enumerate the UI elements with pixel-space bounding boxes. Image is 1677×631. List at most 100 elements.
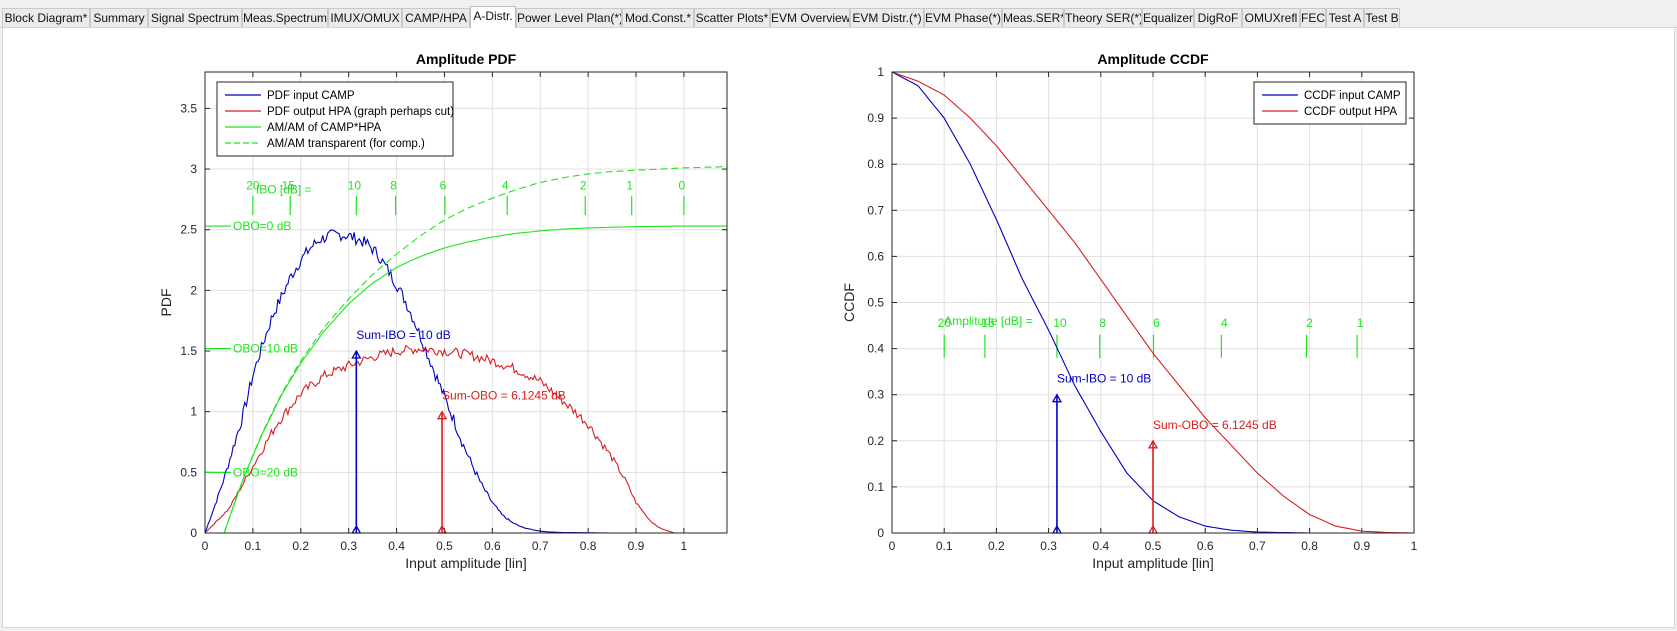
- tab-a-distr[interactable]: A-Distr.: [470, 6, 516, 28]
- y-tick-label: 3: [190, 162, 197, 176]
- obo-label: OBO=10 dB: [233, 342, 298, 356]
- obo-label: OBO=0 dB: [233, 219, 291, 233]
- ibo-scale-label: 2: [580, 179, 587, 193]
- y-tick-label: 1: [877, 65, 884, 79]
- y-tick-label: 2.5: [180, 223, 197, 237]
- chart-title: Amplitude CCDF: [1097, 51, 1209, 67]
- x-tick-label: 0.6: [1197, 539, 1214, 553]
- ibo-scale-title: Amplitude [dB] =: [944, 314, 1032, 328]
- tab-summary[interactable]: Summary: [90, 8, 148, 27]
- series-line: [223, 166, 728, 534]
- y-tick-label: 1.5: [180, 344, 197, 358]
- y-tick-label: 0.1: [867, 480, 884, 494]
- marker-head: [1147, 439, 1159, 449]
- series-line: [204, 344, 684, 534]
- x-tick-label: 0.8: [1301, 539, 1318, 553]
- ibo-scale-label: 20: [246, 179, 260, 193]
- y-tick-label: 0.5: [867, 296, 884, 310]
- plot-panel: 0 0.1 0.2 0.3 0.4 0.5 0.6 0.7 0.8 0.9 1 0 0.5 1 1.5 2 2.…: [2, 27, 1675, 628]
- ibo-scale-label: 10: [348, 179, 362, 193]
- y-tick-label: 0.5: [180, 465, 197, 479]
- ibo-scale-label: 10: [1053, 316, 1067, 330]
- ibo-scale-label: 8: [390, 179, 397, 193]
- x-axis-label: Input amplitude [lin]: [1092, 555, 1213, 571]
- tab-evm-distr[interactable]: EVM Distr.(*): [850, 8, 924, 27]
- tab-evm-overview[interactable]: EVM Overview: [770, 8, 850, 27]
- y-tick-label: 1: [190, 405, 197, 419]
- ibo-scale-title: IBO [dB] =: [256, 183, 312, 197]
- x-tick-label: 1: [1411, 539, 1418, 553]
- y-tick-label: 2: [190, 283, 197, 297]
- x-tick-label: 0.8: [580, 539, 597, 553]
- x-tick-label: 0.4: [1092, 539, 1109, 553]
- y-tick-label: 0.3: [867, 388, 884, 402]
- tab-scatter-plots[interactable]: Scatter Plots*: [694, 8, 770, 27]
- x-tick-label: 0.3: [340, 539, 357, 553]
- x-tick-label: 0.7: [1249, 539, 1266, 553]
- y-tick-label: 0: [877, 526, 884, 540]
- x-tick-label: 0.3: [1040, 539, 1057, 553]
- x-tick-label: 0.1: [936, 539, 953, 553]
- ibo-scale-label: 20: [938, 316, 952, 330]
- axes-box: [891, 71, 1415, 534]
- ibo-scale-label: 1: [626, 179, 633, 193]
- chart-amplitude-pdf: 0 0.1 0.2 0.3 0.4 0.5 0.6 0.7 0.8 0.9 100.511.522.…: [158, 51, 728, 571]
- tab-meas-ser[interactable]: Meas.SER*: [1002, 8, 1064, 27]
- series-line: [223, 225, 727, 534]
- y-tick-label: 0.4: [867, 342, 884, 356]
- legend: [216, 81, 454, 157]
- x-tick-label: 0.4: [388, 539, 405, 553]
- tab-equalizer[interactable]: Equalizer: [1142, 8, 1194, 27]
- x-tick-label: 0.6: [484, 539, 501, 553]
- y-axis-label: PDF: [158, 289, 174, 317]
- tab-block-diagram[interactable]: Block Diagram*: [2, 8, 90, 27]
- tab-test-b[interactable]: Test B: [1364, 8, 1400, 27]
- x-tick-label: 1: [681, 539, 688, 553]
- legend-entry: CCDF output HPA: [1304, 106, 1397, 118]
- ibo-scale-label: 15: [282, 179, 296, 193]
- tab-theory-ser[interactable]: Theory SER(*): [1064, 8, 1142, 27]
- tab-meas-spectrum[interactable]: Meas.Spectrum: [242, 8, 328, 27]
- tab-omuxrefl[interactable]: OMUXrefl: [1242, 8, 1300, 27]
- x-axis-label: Input amplitude [lin]: [405, 555, 526, 571]
- y-tick-label: 0.9: [867, 111, 884, 125]
- ibo-scale-label: 6: [1153, 316, 1160, 330]
- y-tick-label: 0: [190, 526, 197, 540]
- legend-entry: AM/AM transparent (for comp.): [267, 138, 425, 150]
- marker-head: [436, 410, 448, 420]
- x-tick-label: 0.5: [1145, 539, 1162, 553]
- tab-power-level-plan[interactable]: Power Level Plan(*): [516, 8, 622, 27]
- legend-entry: AM/AM of CAMP*HPA: [267, 122, 381, 134]
- x-tick-label: 0.2: [988, 539, 1005, 553]
- tab-signal-spectrum[interactable]: Signal Spectrum: [148, 8, 242, 27]
- obo-label: OBO=20 dB: [233, 465, 298, 479]
- legend-entry: PDF input CAMP: [267, 90, 355, 102]
- ibo-scale-label: 8: [1099, 316, 1106, 330]
- ibo-scale-label: 15: [981, 316, 995, 330]
- marker-head: [351, 349, 362, 359]
- tab-test-a[interactable]: Test A: [1326, 8, 1364, 27]
- tab-evm-phase[interactable]: EVM Phase(*): [924, 8, 1002, 27]
- y-axis-label: CCDF: [841, 283, 857, 322]
- marker-label: Sum-OBO = 6.1245 dB: [1153, 418, 1277, 432]
- tab-mod-const[interactable]: Mod.Const.*: [622, 8, 694, 27]
- ibo-scale-label: 4: [1221, 316, 1228, 330]
- tab-camp-hpa[interactable]: CAMP/HPA: [402, 8, 470, 27]
- tab-digrof[interactable]: DigRoF: [1194, 8, 1242, 27]
- marker-label: Sum-IBO = 10 dB: [1057, 372, 1151, 386]
- ibo-scale-label: 6: [440, 179, 447, 193]
- x-tick-label: 0: [202, 539, 209, 553]
- ibo-scale-label: 1: [1357, 316, 1364, 330]
- x-tick-label: 0.2: [292, 539, 309, 553]
- tab-fec[interactable]: FEC: [1300, 8, 1326, 27]
- chart-title: Amplitude PDF: [416, 51, 517, 67]
- y-tick-label: 0.6: [867, 249, 884, 263]
- x-tick-label: 0.7: [532, 539, 549, 553]
- marker-head: [1051, 393, 1063, 403]
- x-tick-label: 0.5: [436, 539, 453, 553]
- x-tick-label: 0.9: [1353, 539, 1370, 553]
- y-tick-label: 0.7: [867, 203, 884, 217]
- tab-imux-omux[interactable]: IMUX/OMUX: [328, 8, 402, 27]
- y-tick-label: 0.8: [867, 157, 884, 171]
- tab-bar: Block Diagram* Summary Signal Spectrum Meas…: [0, 0, 1677, 28]
